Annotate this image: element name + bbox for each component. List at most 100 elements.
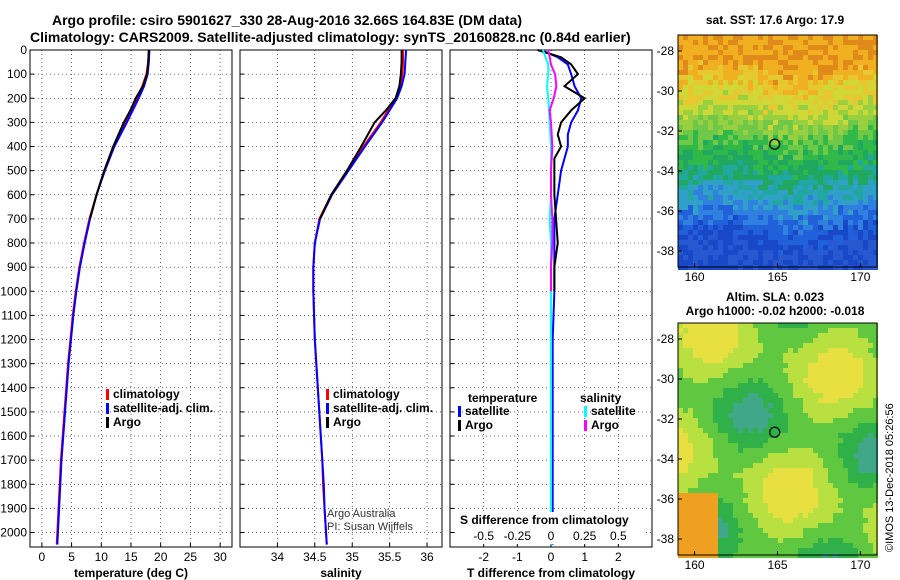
sst_map-cell [828,55,833,60]
sst_map-cell [818,135,823,140]
sla_map-cell [703,453,708,458]
sst_map-cell [758,155,763,160]
sla_map-cell [723,528,728,533]
sst_map-cell [708,145,713,150]
sla_map-cell [813,538,818,543]
sla_map-cell [858,453,863,458]
sla_map-cell [713,463,718,468]
sla_map-cell [728,398,733,403]
sla_map-cell [683,413,688,418]
sla_map-cell [728,518,733,523]
sst_map-cell [723,60,728,65]
sst_map-cell [843,140,848,145]
sst_map-cell [713,145,718,150]
sla_map-cell [688,523,693,528]
sla_map-cell [798,368,803,373]
sst_map-cell [713,110,718,115]
sst_map-cell [873,155,878,160]
sla_map-cell [793,498,798,503]
sst_map-cell [808,65,813,70]
sla_map-cell [688,488,693,493]
sst_map-cell [773,130,778,135]
sla_map-cell [728,388,733,393]
sst_map-cell [868,210,873,215]
plot-title-line2: Climatology: CARS2009. Satellite-adjuste… [30,29,631,45]
sst_map-cell [873,135,878,140]
sla_map-cell [728,513,733,518]
sst_map-cell [758,235,763,240]
sla_map-cell [758,508,763,513]
sla_map-cell [858,348,863,353]
sla_map-cell [723,433,728,438]
sst_map-cell [873,100,878,105]
sst_map-cell [698,210,703,215]
sla_map-cell [853,543,858,548]
sla_map-cell [728,508,733,513]
sst_map-cell [863,255,868,260]
sst_map-cell [808,90,813,95]
sst_map-cell [768,130,773,135]
sla_map-cell [683,403,688,408]
sst_map-cell [833,140,838,145]
sla_map-cell [873,448,878,453]
sst_map-cell [718,230,723,235]
sst_map-cell [833,120,838,125]
sla_map-cell [808,338,813,343]
sla_map-cell [713,338,718,343]
sla_map-cell [728,503,733,508]
sla_map-cell [708,433,713,438]
sla_map-cell [833,503,838,508]
sst_map-cell [733,90,738,95]
sst_map-cell [788,150,793,155]
depth-tick-label: 300 [7,115,27,129]
sst_map-cell [708,75,713,80]
sst_map-cell [718,160,723,165]
sla_map-cell [723,443,728,448]
sst_map-cell [738,190,743,195]
sst_map-cell [728,145,733,150]
sst_map-cell [788,120,793,125]
sla_map-cell [708,343,713,348]
sla_map-cell [693,388,698,393]
sst_map-cell [843,120,848,125]
sst_map-cell [778,75,783,80]
sst_map-cell [813,50,818,55]
sla_map-cell [798,358,803,363]
sst_map-cell [758,85,763,90]
sst_map-cell [858,105,863,110]
sla_map-cell [698,453,703,458]
sst_map-cell [828,120,833,125]
sst_map-cell [748,205,753,210]
sla_map-cell [758,333,763,338]
sla_map-cell [723,418,728,423]
sla_map-cell [713,328,718,333]
sst_map-cell [833,65,838,70]
sst_map-cell [743,210,748,215]
sst_map-cell [718,205,723,210]
sst_map-cell [748,165,753,170]
sst_map-cell [843,255,848,260]
sst_map-cell [803,40,808,45]
sst_map-cell [818,195,823,200]
sla_map-cell [733,363,738,368]
salinity-legend-label: climatology [333,387,400,401]
sst_map-cell [783,200,788,205]
sst_map-cell [838,225,843,230]
legend-salinity-swatch [584,406,587,417]
sst_map-cell [823,150,828,155]
sst_map-cell [793,180,798,185]
sla_map-cell [688,483,693,488]
sla_map-cell [713,543,718,548]
sst_map-cell [683,85,688,90]
s-difference-tick-label: -0.25 [504,529,532,543]
sla_map-cell [728,463,733,468]
salinity-xtick-label: 35.5 [378,550,402,564]
sla_map-cell [763,518,768,523]
sst_map-cell [723,190,728,195]
sla_map-cell [848,453,853,458]
sla_map-cell [718,393,723,398]
sst_map-cell [788,75,793,80]
sst_map-cell [773,55,778,60]
sst_map-cell [713,40,718,45]
sst_map-cell [838,35,843,40]
